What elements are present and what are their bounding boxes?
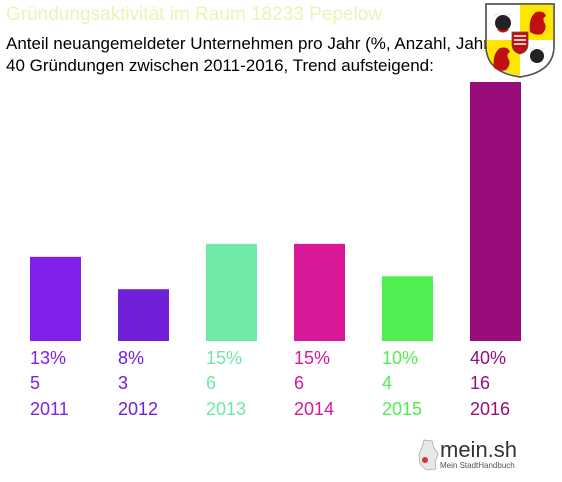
count-label-2011: 5 xyxy=(30,373,40,393)
bar-2015 xyxy=(382,276,433,341)
year-label-2012: 2012 xyxy=(118,399,158,419)
bar-2014 xyxy=(294,243,345,341)
count-label-2013: 6 xyxy=(206,373,216,393)
bar-2011 xyxy=(30,256,81,341)
bar-2012 xyxy=(118,289,169,341)
percent-label-2015: 10% xyxy=(382,348,418,368)
logo-tagline: Mein StadtHandbuch xyxy=(440,461,515,470)
percent-label-2014: 15% xyxy=(294,348,330,368)
bar-2013 xyxy=(206,243,257,341)
percent-label-2013: 15% xyxy=(206,348,242,368)
chart-title: Gründungsaktivität im Raum 18233 Pepelow xyxy=(6,4,382,25)
year-label-2011: 2011 xyxy=(30,399,69,419)
percent-label-2012: 8% xyxy=(118,348,144,368)
count-label-2012: 3 xyxy=(118,373,128,393)
count-label-2015: 4 xyxy=(382,373,392,393)
year-label-2013: 2013 xyxy=(206,399,246,419)
count-label-2016: 16 xyxy=(470,373,490,393)
germany-map-icon xyxy=(418,439,439,471)
percent-label-2011: 13% xyxy=(30,348,66,368)
chart-subtitle: Anteil neuangemeldeter Unternehmen pro J… xyxy=(6,34,495,53)
logo-name: mein.sh xyxy=(440,437,518,462)
coat-of-arms-icon xyxy=(484,2,556,78)
year-label-2016: 2016 xyxy=(470,399,510,419)
count-label-2014: 6 xyxy=(294,373,304,393)
year-label-2015: 2015 xyxy=(382,399,422,419)
site-logo: mein.sh Mein StadtHandbuch xyxy=(414,432,526,476)
bar-2016 xyxy=(470,82,521,341)
percent-label-2016: 40% xyxy=(470,348,506,368)
year-label-2014: 2014 xyxy=(294,399,334,419)
chart-summary: 40 Gründungen zwischen 2011-2016, Trend … xyxy=(6,56,434,75)
